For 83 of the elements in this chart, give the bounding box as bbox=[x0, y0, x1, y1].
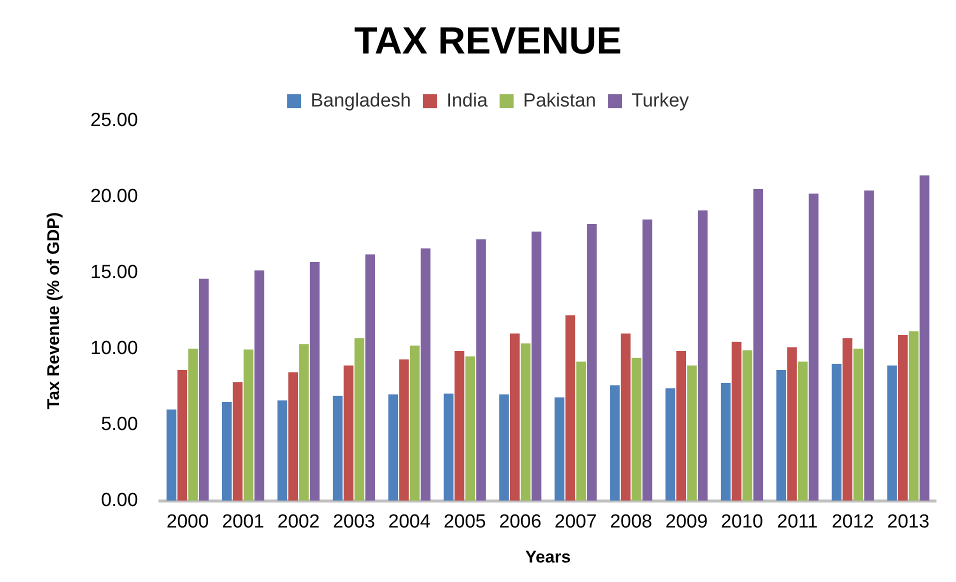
bar bbox=[554, 397, 564, 501]
bar bbox=[465, 356, 476, 501]
bar bbox=[798, 362, 808, 501]
bar bbox=[864, 190, 874, 501]
bar bbox=[288, 372, 298, 501]
y-tick-label: 10.00 bbox=[90, 338, 138, 359]
bar bbox=[576, 362, 586, 501]
bar bbox=[787, 347, 797, 501]
bar bbox=[365, 254, 376, 501]
bar bbox=[166, 410, 176, 501]
y-tick-label: 0.00 bbox=[100, 490, 138, 512]
bar bbox=[476, 239, 486, 501]
bar bbox=[753, 189, 764, 501]
y-axis-title: Tax Revenue (% of GDP) bbox=[44, 212, 63, 410]
y-tick-label: 20.00 bbox=[90, 186, 138, 207]
x-tick-label: 2013 bbox=[887, 511, 930, 532]
bar bbox=[344, 365, 354, 501]
y-tick-label: 25.00 bbox=[90, 110, 138, 131]
bar bbox=[898, 335, 908, 501]
x-tick-label: 2004 bbox=[388, 511, 431, 532]
bar bbox=[410, 346, 420, 501]
bar bbox=[199, 278, 209, 501]
x-tick-label: 2008 bbox=[610, 511, 652, 532]
x-tick-label: 2001 bbox=[222, 511, 264, 532]
x-tick-label: 2002 bbox=[277, 511, 320, 532]
bar bbox=[188, 348, 198, 501]
bar bbox=[832, 364, 842, 501]
x-tick-label: 2005 bbox=[444, 511, 486, 532]
bar bbox=[853, 348, 864, 501]
bar bbox=[332, 396, 343, 501]
bar bbox=[388, 394, 398, 501]
bar bbox=[920, 175, 930, 501]
legend-label: India bbox=[446, 90, 488, 112]
x-tick-label: 2010 bbox=[720, 511, 764, 532]
bar bbox=[610, 385, 620, 501]
bar bbox=[698, 210, 708, 501]
bar bbox=[676, 351, 686, 501]
bar bbox=[908, 331, 919, 501]
bar bbox=[299, 344, 309, 501]
bar bbox=[310, 262, 320, 501]
bar bbox=[687, 365, 697, 501]
bar bbox=[587, 224, 597, 501]
bar bbox=[842, 338, 852, 501]
x-tick-label: 2011 bbox=[776, 511, 818, 532]
chart-title: TAX REVENUE bbox=[354, 20, 622, 62]
bar bbox=[632, 358, 642, 501]
bar bbox=[177, 370, 188, 501]
bar bbox=[887, 365, 897, 501]
bar bbox=[642, 219, 652, 501]
bar bbox=[732, 342, 742, 501]
bar bbox=[665, 388, 676, 501]
legend-label: Turkey bbox=[632, 90, 690, 112]
bar bbox=[354, 338, 364, 501]
bar bbox=[520, 343, 531, 501]
bar bbox=[808, 194, 818, 501]
bar bbox=[620, 334, 631, 501]
bar bbox=[742, 350, 752, 501]
bar bbox=[532, 232, 542, 501]
bar bbox=[454, 351, 464, 501]
y-tick-label: 5.00 bbox=[100, 414, 138, 435]
legend-label: Bangladesh bbox=[310, 90, 411, 112]
x-tick-label: 2006 bbox=[499, 511, 542, 532]
bar bbox=[565, 315, 576, 501]
legend-label: Pakistan bbox=[523, 90, 596, 112]
x-axis-title: Years bbox=[525, 547, 571, 566]
bar bbox=[222, 402, 232, 501]
bar bbox=[244, 349, 254, 501]
bar bbox=[444, 394, 454, 501]
bar bbox=[499, 394, 509, 501]
x-tick-label: 2012 bbox=[832, 511, 874, 532]
bar bbox=[720, 382, 731, 501]
bar bbox=[254, 270, 264, 501]
x-tick-label: 2009 bbox=[665, 511, 708, 532]
bar bbox=[232, 382, 243, 501]
x-tick-label: 2000 bbox=[166, 511, 209, 532]
bar bbox=[277, 400, 288, 501]
bar bbox=[420, 248, 430, 501]
x-tick-label: 2003 bbox=[332, 511, 376, 532]
bar bbox=[510, 334, 520, 501]
bar bbox=[776, 370, 786, 501]
x-tick-label: 2007 bbox=[554, 511, 597, 532]
y-tick-label: 15.00 bbox=[90, 262, 138, 283]
bar bbox=[399, 359, 409, 501]
